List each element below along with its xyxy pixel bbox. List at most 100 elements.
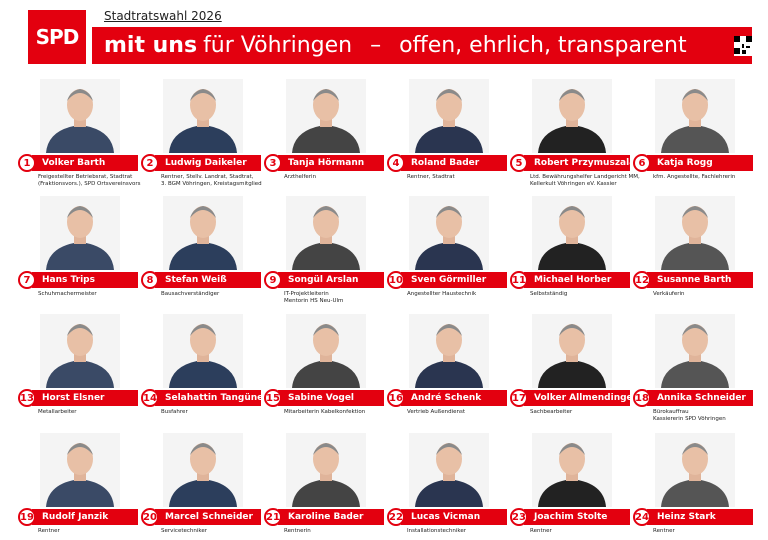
candidate-number: 21 bbox=[264, 508, 282, 526]
name-bar: Stefan Weiß bbox=[155, 272, 261, 288]
portrait bbox=[532, 314, 612, 388]
name-bar: Ludwig Daikeler bbox=[155, 155, 261, 171]
portrait bbox=[409, 196, 489, 270]
candidate-number: 19 bbox=[18, 508, 36, 526]
candidate-number: 13 bbox=[18, 389, 36, 407]
portrait bbox=[163, 314, 243, 388]
name-bar: Heinz Stark bbox=[647, 509, 753, 525]
name-bar: Tanja Hörmann bbox=[278, 155, 384, 171]
portrait bbox=[655, 314, 735, 388]
candidate-description: Freigestellter Betriebsrat, Stadtrat bbox=[38, 174, 133, 180]
candidate-description: Schuhmachermeister bbox=[38, 291, 97, 297]
name-bar: Lucas Vicman bbox=[401, 509, 507, 525]
candidate-description: Kellerkult Vöhringen eV. Kassier bbox=[530, 181, 617, 187]
name-bar: Sabine Vogel bbox=[278, 390, 384, 406]
candidate-description: Ltd. Bewährungshelfer Landgericht MM, bbox=[530, 174, 640, 180]
candidate-number: 8 bbox=[141, 271, 159, 289]
name-bar: Robert Przymuszala bbox=[524, 155, 630, 171]
candidate-description: Mentorin HS Neu-Ulm bbox=[284, 298, 344, 304]
qr-code bbox=[734, 36, 752, 56]
name-bar: Songül Arslan bbox=[278, 272, 384, 288]
headline-dash: – bbox=[370, 33, 382, 58]
candidate-number: 3 bbox=[264, 154, 282, 172]
name-bar: Annika Schneider bbox=[647, 390, 753, 406]
portrait bbox=[286, 433, 366, 507]
candidate-description: Verkäuferin bbox=[653, 291, 685, 297]
name-bar: Volker Allmendinger bbox=[524, 390, 630, 406]
candidate-number: 23 bbox=[510, 508, 528, 526]
candidate-description: Busfahrer bbox=[161, 409, 188, 415]
candidate-description: Rentner bbox=[38, 528, 60, 534]
candidate-description: Sachbearbeiter bbox=[530, 409, 573, 415]
candidate-number: 14 bbox=[141, 389, 159, 407]
candidate-description: Arzthelferin bbox=[284, 174, 317, 180]
candidate-description: Rentner bbox=[530, 528, 552, 534]
candidate-description: Kassiererin SPD Vöhringen bbox=[653, 416, 726, 422]
name-bar: Susanne Barth bbox=[647, 272, 753, 288]
name-bar: Rudolf Janzik bbox=[32, 509, 138, 525]
portrait bbox=[655, 433, 735, 507]
candidate-description: Mitarbeiterin Kabelkonfektion bbox=[284, 409, 366, 415]
portrait bbox=[409, 314, 489, 388]
candidate-description: (Fraktionsvors.), SPD Ortsvereinsvors bbox=[38, 181, 141, 187]
candidate-number: 6 bbox=[633, 154, 651, 172]
name-bar: Volker Barth bbox=[32, 155, 138, 171]
name-bar: Hans Trips bbox=[32, 272, 138, 288]
candidate-number: 18 bbox=[633, 389, 651, 407]
candidate-number: 15 bbox=[264, 389, 282, 407]
candidate-description: kfm. Angestellte, Fachlehrerin bbox=[653, 174, 736, 180]
candidate-number: 1 bbox=[18, 154, 36, 172]
candidate-description: Selbstständig bbox=[530, 291, 568, 297]
headline-bold: mit uns bbox=[104, 33, 198, 58]
portrait bbox=[163, 196, 243, 270]
portrait bbox=[655, 79, 735, 153]
name-bar: Sven Görmiller bbox=[401, 272, 507, 288]
portrait bbox=[40, 196, 120, 270]
candidate-number: 12 bbox=[633, 271, 651, 289]
candidate-number: 24 bbox=[633, 508, 651, 526]
candidate-description: Bausachverständiger bbox=[161, 291, 220, 297]
candidate-description: Installationstechniker bbox=[407, 528, 467, 534]
candidate-description: Rentner bbox=[653, 528, 675, 534]
name-bar: Roland Bader bbox=[401, 155, 507, 171]
candidate-number: 22 bbox=[387, 508, 405, 526]
candidate-number: 7 bbox=[18, 271, 36, 289]
portrait bbox=[163, 79, 243, 153]
portrait bbox=[286, 79, 366, 153]
portrait bbox=[532, 79, 612, 153]
candidate-number: 20 bbox=[141, 508, 159, 526]
logo: SPD bbox=[28, 10, 86, 64]
candidate-number: 16 bbox=[387, 389, 405, 407]
candidate-number: 4 bbox=[387, 154, 405, 172]
name-bar: Katja Rogg bbox=[647, 155, 753, 171]
candidate-description: Servicetechniker bbox=[161, 528, 208, 534]
portrait bbox=[40, 314, 120, 388]
candidate-number: 2 bbox=[141, 154, 159, 172]
portrait bbox=[532, 433, 612, 507]
candidate-description: Bürokauffrau bbox=[653, 409, 689, 415]
name-bar: André Schenk bbox=[401, 390, 507, 406]
name-bar: Joachim Stolte bbox=[524, 509, 630, 525]
candidate-description: Angestellter Haustechnik bbox=[407, 291, 477, 297]
portrait bbox=[532, 196, 612, 270]
portrait bbox=[409, 433, 489, 507]
candidate-number: 17 bbox=[510, 389, 528, 407]
name-bar: Michael Horber bbox=[524, 272, 630, 288]
name-bar: Horst Elsner bbox=[32, 390, 138, 406]
slogan: offen, ehrlich, transparent bbox=[399, 33, 687, 58]
portrait bbox=[40, 79, 120, 153]
candidate-description: Rentner, Stellv. Landrat, Stadtrat, bbox=[161, 174, 254, 180]
candidate-description: 3. BGM Vöhringen, Kreistagsmitglied bbox=[161, 181, 262, 187]
candidate-description: Rentnerin bbox=[284, 528, 311, 534]
name-bar: Karoline Bader bbox=[278, 509, 384, 525]
candidate-number: 9 bbox=[264, 271, 282, 289]
portrait bbox=[409, 79, 489, 153]
portrait bbox=[286, 196, 366, 270]
portrait bbox=[286, 314, 366, 388]
election-label: Stadtratswahl 2026 bbox=[104, 9, 222, 23]
candidate-description: Rentner, Stadtrat bbox=[407, 174, 455, 180]
candidate-description: Metallarbeiter bbox=[38, 409, 77, 415]
banner: mit uns für Vöhringen – offen, ehrlich, … bbox=[92, 27, 752, 64]
headline-rest: für Vöhringen bbox=[203, 33, 353, 58]
